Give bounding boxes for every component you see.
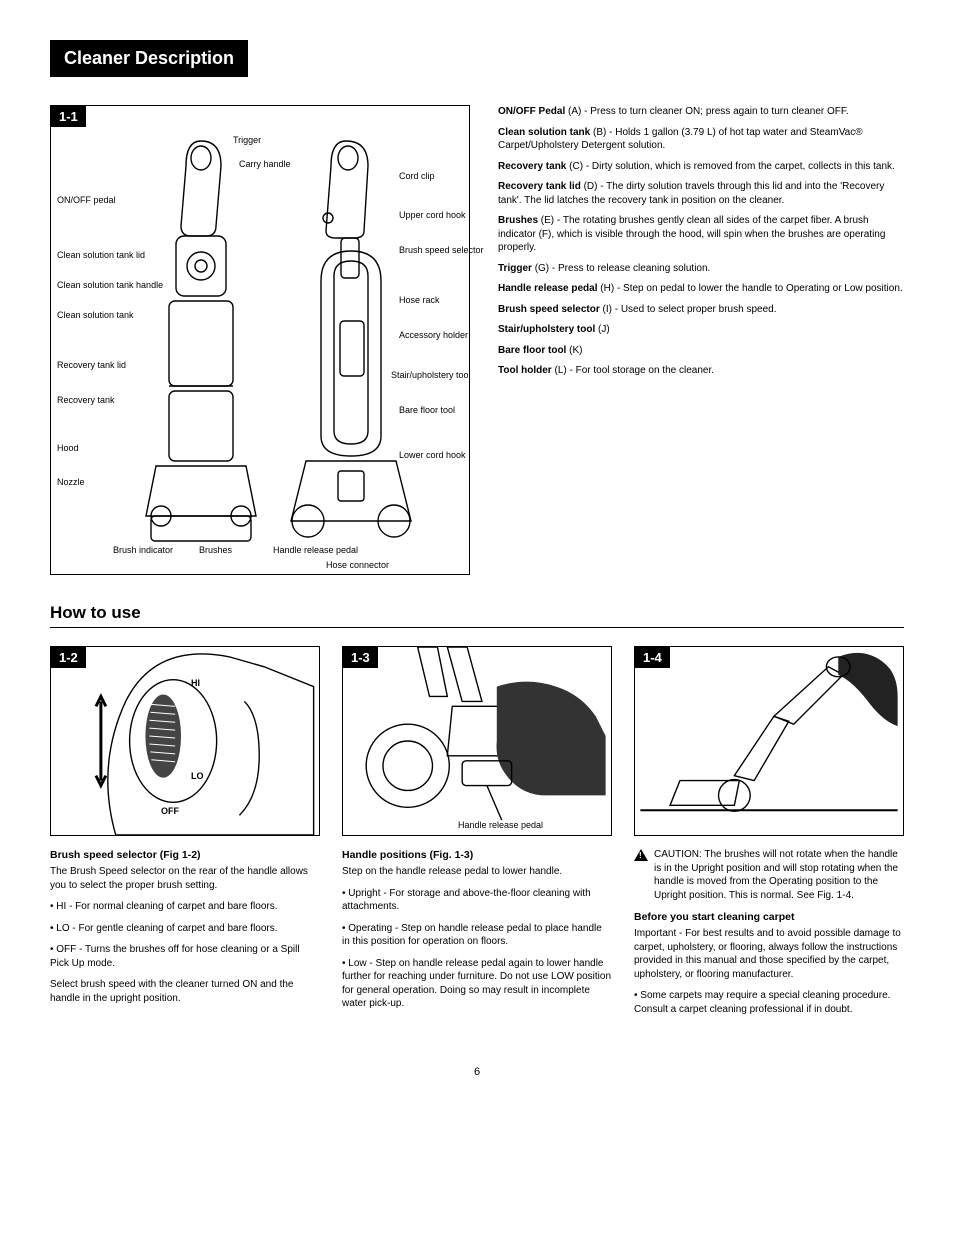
label-clean-tank: Clean solution tank (57, 311, 134, 321)
label-nozzle: Nozzle (57, 478, 85, 488)
figure-1-1: 1-1 (50, 105, 470, 575)
label-release: Handle release pedal (273, 546, 358, 556)
desc-speed-lead: Brush speed selector (498, 304, 600, 315)
desc-speed: (I) - Used to select proper brush speed. (603, 304, 777, 315)
column-c: 1-4 CAUTION: The brushes will not rotate… (634, 646, 904, 1024)
desc-release: (H) - Step on pedal to lower the handle … (600, 283, 902, 294)
desc-cleantank-lead: Clean solution tank (498, 127, 590, 138)
handle-release-illustration (343, 647, 611, 835)
label-lower-hook: Lower cord hook (399, 451, 466, 461)
desc-bare-lead: Bare floor tool (498, 345, 566, 356)
col-a-li2: - For gentle cleaning of carpet and bare… (72, 923, 277, 934)
label-brushes: Brushes (199, 546, 232, 556)
col-a-text: Brush speed selector (Fig 1-2) The Brush… (50, 848, 320, 1005)
page-title-bar: Cleaner Description (50, 40, 248, 77)
caution-row: CAUTION: The brushes will not rotate whe… (634, 848, 904, 902)
col-a-li3-lead: OFF (56, 944, 76, 955)
operating-position-illustration (635, 647, 903, 835)
col-c-text: CAUTION: The brushes will not rotate whe… (634, 848, 904, 1016)
col-b-li2-lead: Operating (348, 923, 392, 934)
desc-onoff-lead: ON/OFF Pedal (498, 106, 565, 117)
col-c-important-lead: Important (634, 928, 676, 939)
desc-stair-lead: Stair/upholstery tool (498, 324, 595, 335)
label-tank-handle: Clean solution tank handle (57, 281, 163, 291)
desc-brushes: (E) - The rotating brushes gently clean … (498, 215, 885, 253)
desc-trigger: (G) - Press to release cleaning solution… (535, 263, 711, 274)
description-column: ON/OFF Pedal (A) - Press to turn cleaner… (498, 105, 904, 575)
col-a-li1: - For normal cleaning of carpet and bare… (69, 901, 277, 912)
desc-bare: (K) (569, 345, 582, 356)
how-to-use-heading: How to use (50, 603, 904, 623)
label-off: OFF (161, 807, 179, 817)
label-hi: HI (191, 679, 200, 689)
label-bare: Bare floor tool (399, 406, 455, 416)
figure-1-4: 1-4 (634, 646, 904, 836)
page-title: Cleaner Description (64, 48, 234, 68)
desc-holder-lead: Tool holder (498, 365, 552, 376)
desc-release-lead: Handle release pedal (498, 283, 598, 294)
label-hood: Hood (57, 444, 79, 454)
col-b-text: Handle positions (Fig. 1-3) Step on the … (342, 848, 612, 1011)
desc-stair: (J) (598, 324, 610, 335)
top-row: 1-1 (50, 105, 904, 575)
col-a-li1-lead: HI (56, 901, 66, 912)
desc-holder: (L) - For tool storage on the cleaner. (554, 365, 714, 376)
label-onoff: ON/OFF pedal (57, 196, 116, 206)
label-stair: Stair/upholstery tool (391, 371, 471, 381)
label-recovery-tank: Recovery tank (57, 396, 115, 406)
col-b-li3-lead: Low (348, 958, 366, 969)
label-hose-rack: Hose rack (399, 296, 440, 306)
label-hose-conn: Hose connector (326, 561, 389, 571)
col-a-p2: Select brush speed with the cleaner turn… (50, 978, 320, 1005)
desc-recovery: (C) - Dirty solution, which is removed f… (569, 161, 895, 172)
figure-1-2: 1-2 HI LO OFF (50, 646, 320, 836)
desc-onoff: (A) - Press to turn cleaner ON; press ag… (568, 106, 849, 117)
label-brush-ind: Brush indicator (113, 546, 173, 556)
caution-lead: CAUTION: (654, 849, 702, 860)
vacuum-rear-illustration (276, 136, 426, 556)
desc-recovery-lead: Recovery tank (498, 161, 566, 172)
label-tank-lid: Clean solution tank lid (57, 251, 145, 261)
desc-trigger-lead: Trigger (498, 263, 532, 274)
col-b-li1-lead: Upright (348, 888, 380, 899)
label-cord-clip: Cord clip (399, 172, 435, 182)
label-upper-hook: Upper cord hook (399, 211, 466, 221)
column-b: 1-3 Handle release pedal Handle position… (342, 646, 612, 1024)
section-rule (50, 627, 904, 628)
brush-selector-illustration (51, 647, 319, 835)
label-holder: Accessory holder (399, 331, 468, 341)
label-speed: Brush speed selector (399, 246, 484, 256)
label-release-pedal: Handle release pedal (458, 821, 543, 831)
col-b-p1: Step on the handle release pedal to lowe… (342, 865, 612, 879)
vacuum-front-illustration (131, 136, 261, 556)
col-a-li2-lead: LO (56, 923, 69, 934)
label-trigger: Trigger (233, 136, 261, 146)
page-number: 6 (50, 1066, 904, 1078)
desc-brushes-lead: Brushes (498, 215, 538, 226)
label-lo: LO (191, 772, 204, 782)
caution-icon (634, 849, 648, 861)
column-a: 1-2 HI LO OFF Brush speed selector (Fig … (50, 646, 320, 1024)
desc-recoverylid-lead: Recovery tank lid (498, 181, 581, 192)
col-a-li3: - Turns the brushes off for hose cleanin… (50, 944, 300, 969)
col-a-p1: The Brush Speed selector on the rear of … (50, 865, 320, 892)
figure-1-3: 1-3 Handle release pedal (342, 646, 612, 836)
col-c-head: Before you start cleaning carpet (634, 910, 904, 924)
fig-1-1-number: 1-1 (51, 106, 86, 127)
col-c-li1: Some carpets may require a special clean… (634, 990, 890, 1015)
three-column-row: 1-2 HI LO OFF Brush speed selector (Fig … (50, 646, 904, 1024)
col-a-head: Brush speed selector (Fig 1-2) (50, 848, 320, 862)
label-recovery-lid: Recovery tank lid (57, 361, 126, 371)
col-b-li3: - Step on handle release pedal again to … (342, 958, 611, 1010)
col-b-head: Handle positions (Fig. 1-3) (342, 848, 612, 862)
label-carry: Carry handle (239, 160, 291, 170)
